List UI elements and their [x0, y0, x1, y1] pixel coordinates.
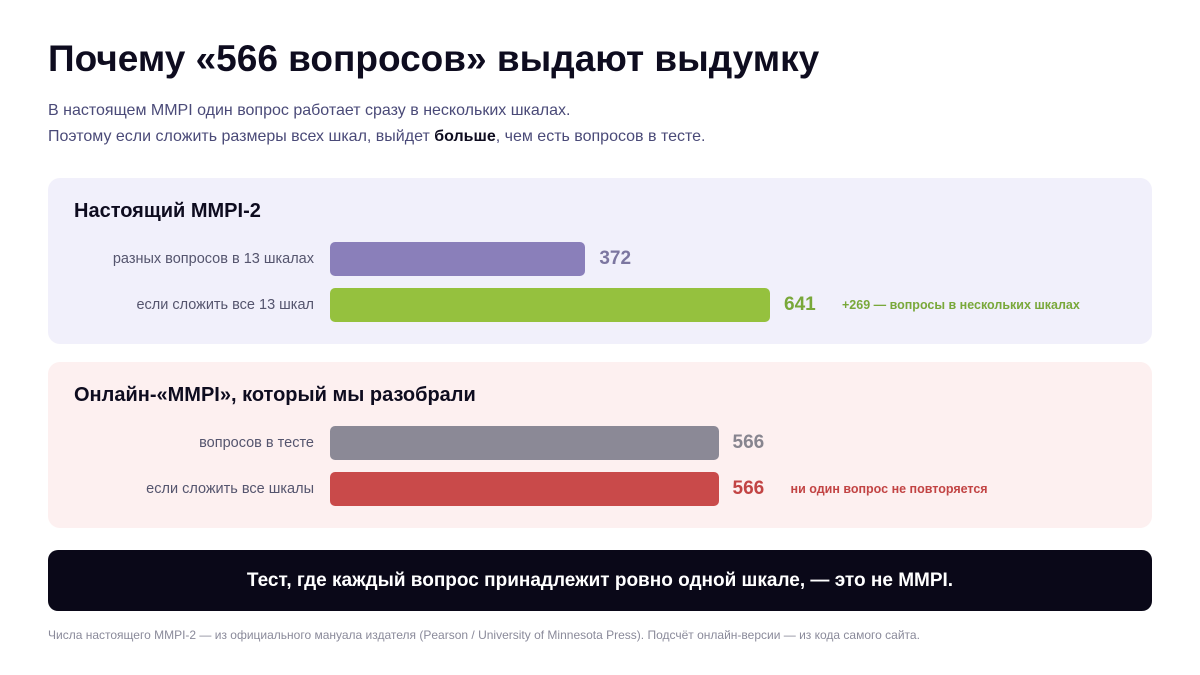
chart-panel-real-mmpi: Настоящий MMPI-2 разных вопросов в 13 шк…	[48, 178, 1152, 344]
value-label: 641	[784, 294, 816, 315]
bar	[330, 242, 586, 276]
bar-annotation: ни один вопрос не повторяется	[790, 482, 988, 496]
bar-annotation: +269 — вопросы в нескольких шкалах	[842, 298, 1080, 312]
chart-title: Настоящий MMPI-2	[74, 200, 261, 222]
category-label: разных вопросов в 13 шкалах	[112, 251, 314, 267]
subtitle: В настоящем MMPI один вопрос работает ср…	[48, 98, 705, 150]
subtitle-emphasis: больше	[434, 128, 496, 145]
subtitle-line-2-start: Поэтому если сложить размеры всех шкал, …	[48, 128, 435, 145]
chart-panel-online-mmpi: Онлайн-«MMPI», который мы разобрали вопр…	[48, 362, 1152, 528]
chart-row: если сложить все 13 шкал 641 +269 — вопр…	[48, 288, 1152, 322]
source-footnote: Числа настоящего MMPI-2 — из официальног…	[48, 628, 920, 642]
subtitle-line-2-end: , чем есть вопросов в тесте.	[495, 128, 706, 145]
chart-row: если сложить все шкалы 566 ни один вопро…	[48, 472, 1152, 506]
page-title: Почему «566 вопросов» выдают выдумку	[48, 38, 820, 79]
category-label: если сложить все шкалы	[146, 481, 314, 497]
category-label: если сложить все 13 шкал	[136, 297, 314, 313]
bar	[330, 426, 719, 460]
subtitle-line-1: В настоящем MMPI один вопрос работает ср…	[48, 102, 571, 119]
value-label: 566	[732, 432, 765, 453]
bar	[330, 472, 719, 506]
value-label: 372	[599, 248, 632, 269]
bar	[330, 288, 770, 322]
subtitle-line-2: Поэтому если сложить размеры всех шкал, …	[48, 124, 705, 150]
category-label: вопросов в тесте	[199, 435, 314, 451]
conclusion-banner: Тест, где каждый вопрос принадлежит ровн…	[48, 550, 1152, 611]
chart-row: разных вопросов в 13 шкалах 372	[48, 242, 1152, 276]
chart-row: вопросов в тесте 566	[48, 426, 1152, 460]
chart-title: Онлайн-«MMPI», который мы разобрали	[74, 384, 476, 406]
value-label: 566	[732, 478, 765, 499]
